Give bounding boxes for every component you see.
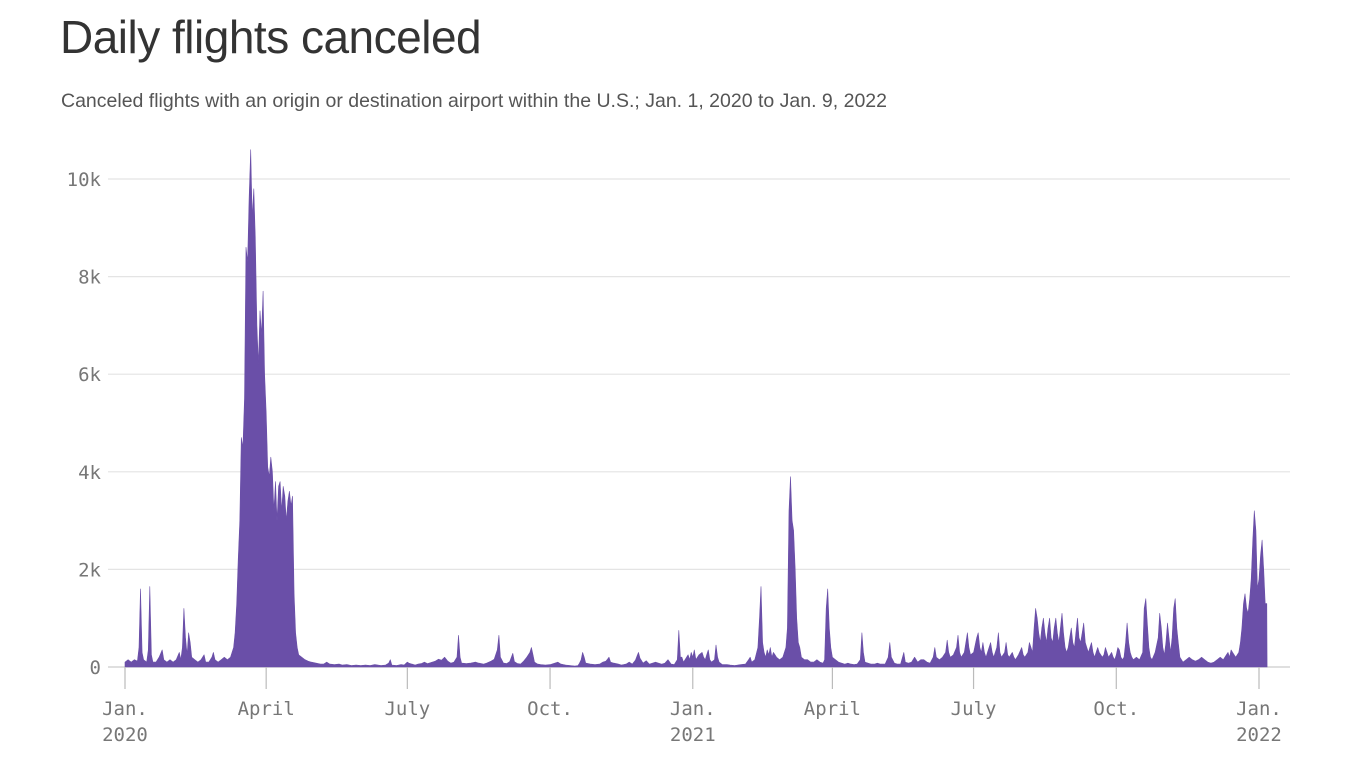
chart-subtitle: Canceled flights with an origin or desti…: [61, 90, 887, 112]
x-tick-label: Jan.: [670, 698, 716, 720]
x-tick-label: April: [804, 698, 861, 720]
x-tick-year-label: 2021: [670, 724, 716, 746]
y-tick-label: 0: [90, 657, 101, 679]
x-tick-label: July: [951, 698, 997, 720]
y-tick-label: 2k: [78, 559, 101, 581]
x-tick-label: Jan.: [1236, 698, 1282, 720]
series-area-daily-flights-canceled: [124, 149, 1268, 668]
y-axis: 0 2k 4k 6k 8k 10k: [67, 169, 102, 679]
y-tick-label: 6k: [78, 364, 101, 386]
x-axis: Jan. 2020 April July Oct. Jan. 2021 April July Oc…: [102, 667, 1282, 746]
y-tick-label: 10k: [67, 169, 102, 191]
chart-title: Daily flights canceled: [60, 11, 482, 63]
x-tick-label: Oct.: [527, 698, 573, 720]
x-tick-year-label: 2020: [102, 724, 148, 746]
x-tick-label: April: [238, 698, 295, 720]
x-tick-label: Oct.: [1093, 698, 1139, 720]
y-tick-label: 8k: [78, 267, 101, 289]
x-tick-label: July: [384, 698, 430, 720]
y-tick-label: 4k: [78, 462, 101, 484]
x-tick-label: Jan.: [102, 698, 148, 720]
x-tick-year-label: 2022: [1236, 724, 1282, 746]
